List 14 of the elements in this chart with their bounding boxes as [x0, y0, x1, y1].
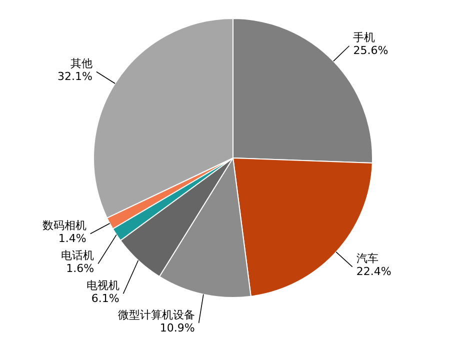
slice-label: 微型计算机设备: [118, 308, 195, 322]
data-label: 22.4%: [356, 265, 392, 278]
data-label: 32.1%: [58, 70, 92, 84]
data-label: 25.6%: [353, 44, 388, 58]
slice-label: 数码相机: [42, 219, 86, 232]
data-label: 1.6%: [66, 262, 94, 276]
slice-label: 汽车: [356, 252, 378, 266]
data-label: 1.4%: [58, 232, 86, 246]
slice-label: 电视机: [86, 279, 120, 292]
slice-label: 其他: [70, 57, 92, 70]
slice-label: 电话机: [61, 249, 94, 262]
data-label: 6.1%: [91, 292, 120, 306]
slice-label: 手机: [353, 31, 376, 44]
data-label: 10.9%: [160, 321, 195, 334]
